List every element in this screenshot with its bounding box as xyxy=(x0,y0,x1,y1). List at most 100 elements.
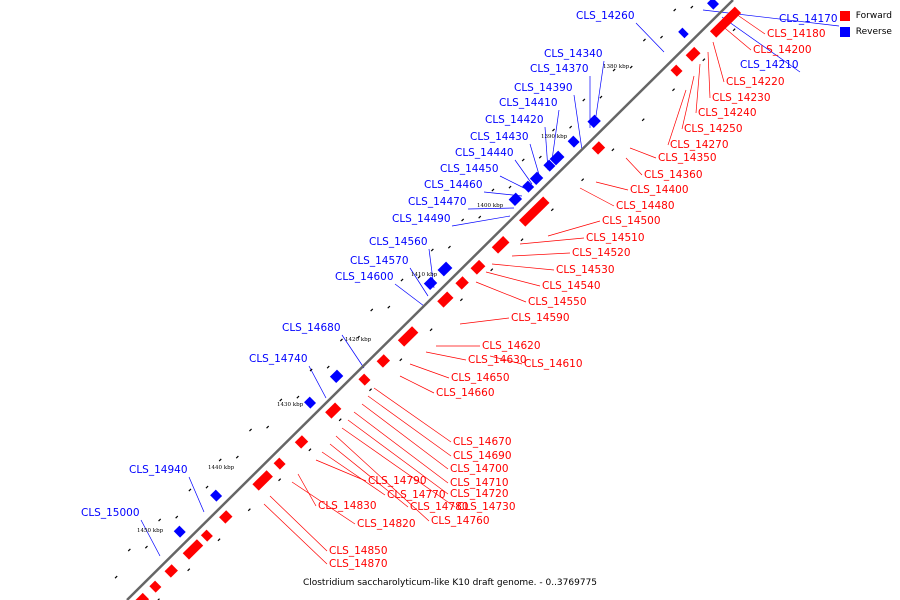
strand-tick xyxy=(338,418,342,422)
gene-label: CLS_14940 xyxy=(129,464,188,476)
legend-item-reverse: Reverse xyxy=(839,24,892,40)
gene-feature xyxy=(519,196,550,227)
legend-label-forward: Forward xyxy=(855,11,892,21)
gene-feature xyxy=(670,64,683,77)
strand-tick xyxy=(702,58,706,62)
leader-line xyxy=(735,13,766,35)
gene-label: CLS_14650 xyxy=(451,372,510,384)
leader-line xyxy=(341,427,456,508)
leader-line xyxy=(373,387,452,443)
strand-tick xyxy=(490,268,494,272)
strand-tick xyxy=(599,95,603,99)
leader-line xyxy=(409,363,450,379)
gene-feature xyxy=(707,0,720,10)
leader-line xyxy=(367,395,452,457)
gene-label: CLS_14770 xyxy=(387,489,446,501)
strand-tick xyxy=(581,178,585,182)
forward-swatch xyxy=(839,11,850,21)
leader-line xyxy=(489,355,523,365)
strand-tick xyxy=(459,298,463,302)
gene-label: CLS_14610 xyxy=(524,358,583,370)
gene-label: CLS_14430 xyxy=(470,131,529,143)
leader-line xyxy=(467,207,515,210)
strand-tick xyxy=(339,338,343,342)
gene-label: CLS_14350 xyxy=(658,152,717,164)
leader-line xyxy=(702,9,840,27)
leader-line xyxy=(511,252,571,257)
gene-label: CLS_14250 xyxy=(684,123,743,135)
strand-tick xyxy=(660,35,663,39)
strand-tick xyxy=(175,515,179,519)
strand-tick xyxy=(673,8,677,12)
strand-tick xyxy=(114,575,118,579)
gene-label: CLS_14540 xyxy=(542,280,601,292)
gene-feature xyxy=(455,276,469,290)
legend: Forward Reverse xyxy=(839,8,892,40)
gene-label: CLS_14490 xyxy=(392,213,451,225)
gene-label: CLS_14830 xyxy=(318,500,377,512)
leader-line xyxy=(315,459,367,482)
strand-tick xyxy=(641,118,645,122)
strand-tick xyxy=(508,185,512,189)
leader-line xyxy=(667,89,687,146)
leader-line xyxy=(712,41,725,83)
strand-tick xyxy=(249,428,252,432)
gene-label: CLS_14220 xyxy=(726,76,785,88)
gene-label: CLS_14670 xyxy=(453,436,512,448)
strand-tick xyxy=(461,218,465,222)
gene-label: CLS_14240 xyxy=(698,107,757,119)
strand-tick xyxy=(612,68,616,72)
gene-label: CLS_14530 xyxy=(556,264,615,276)
gene-label: CLS_14590 xyxy=(511,312,570,324)
strand-tick xyxy=(247,508,251,512)
kbp-marker: 1440 kbp xyxy=(208,465,235,471)
leader-line xyxy=(625,157,643,176)
strand-tick xyxy=(690,5,694,9)
leader-line xyxy=(361,403,449,470)
strand-tick xyxy=(429,328,433,332)
gene-feature xyxy=(358,373,371,386)
strand-tick xyxy=(357,335,360,339)
kbp-marker: 1410 kbp xyxy=(411,272,438,278)
leader-line xyxy=(451,215,511,227)
gene-label: CLS_14820 xyxy=(357,518,416,530)
strand-tick xyxy=(326,365,330,369)
strand-tick xyxy=(308,448,312,452)
leader-line xyxy=(335,435,430,522)
gene-feature xyxy=(252,470,273,491)
reverse-swatch xyxy=(839,27,850,37)
gene-label: CLS_14600 xyxy=(335,271,394,283)
kbp-marker: 1450 kbp xyxy=(137,528,164,534)
gene-label: CLS_14200 xyxy=(753,44,812,56)
gene-label: CLS_14790 xyxy=(368,475,427,487)
strand-tick xyxy=(550,208,554,212)
gene-label: CLS_14740 xyxy=(249,353,308,365)
gene-label: CLS_14360 xyxy=(644,169,703,181)
strand-tick xyxy=(217,538,221,542)
leader-line xyxy=(140,519,161,557)
gene-label: CLS_14870 xyxy=(329,558,388,570)
leader-line xyxy=(329,443,409,508)
strand-tick xyxy=(296,395,300,399)
legend-label-reverse: Reverse xyxy=(855,27,892,37)
leader-line xyxy=(551,109,560,161)
gene-label: CLS_14480 xyxy=(616,200,675,212)
gene-label: CLS_14500 xyxy=(602,215,661,227)
leader-line xyxy=(707,51,711,99)
gene-label: CLS_14660 xyxy=(436,387,495,399)
leader-line xyxy=(519,237,585,245)
gene-feature xyxy=(164,564,178,578)
leader-line xyxy=(353,411,449,484)
gene-feature xyxy=(529,171,544,186)
gene-label: CLS_14230 xyxy=(712,92,771,104)
gene-label: CLS_14560 xyxy=(369,236,428,248)
gene-feature xyxy=(294,435,309,449)
gene-feature xyxy=(437,261,453,277)
gene-label: CLS_14570 xyxy=(350,255,409,267)
gene-label: CLS_14710 xyxy=(450,477,509,489)
strand-tick xyxy=(266,425,270,429)
gene-feature xyxy=(508,192,523,207)
gene-feature xyxy=(135,592,150,600)
gene-feature xyxy=(709,10,738,38)
gene-label: CLS_14370 xyxy=(530,63,589,75)
